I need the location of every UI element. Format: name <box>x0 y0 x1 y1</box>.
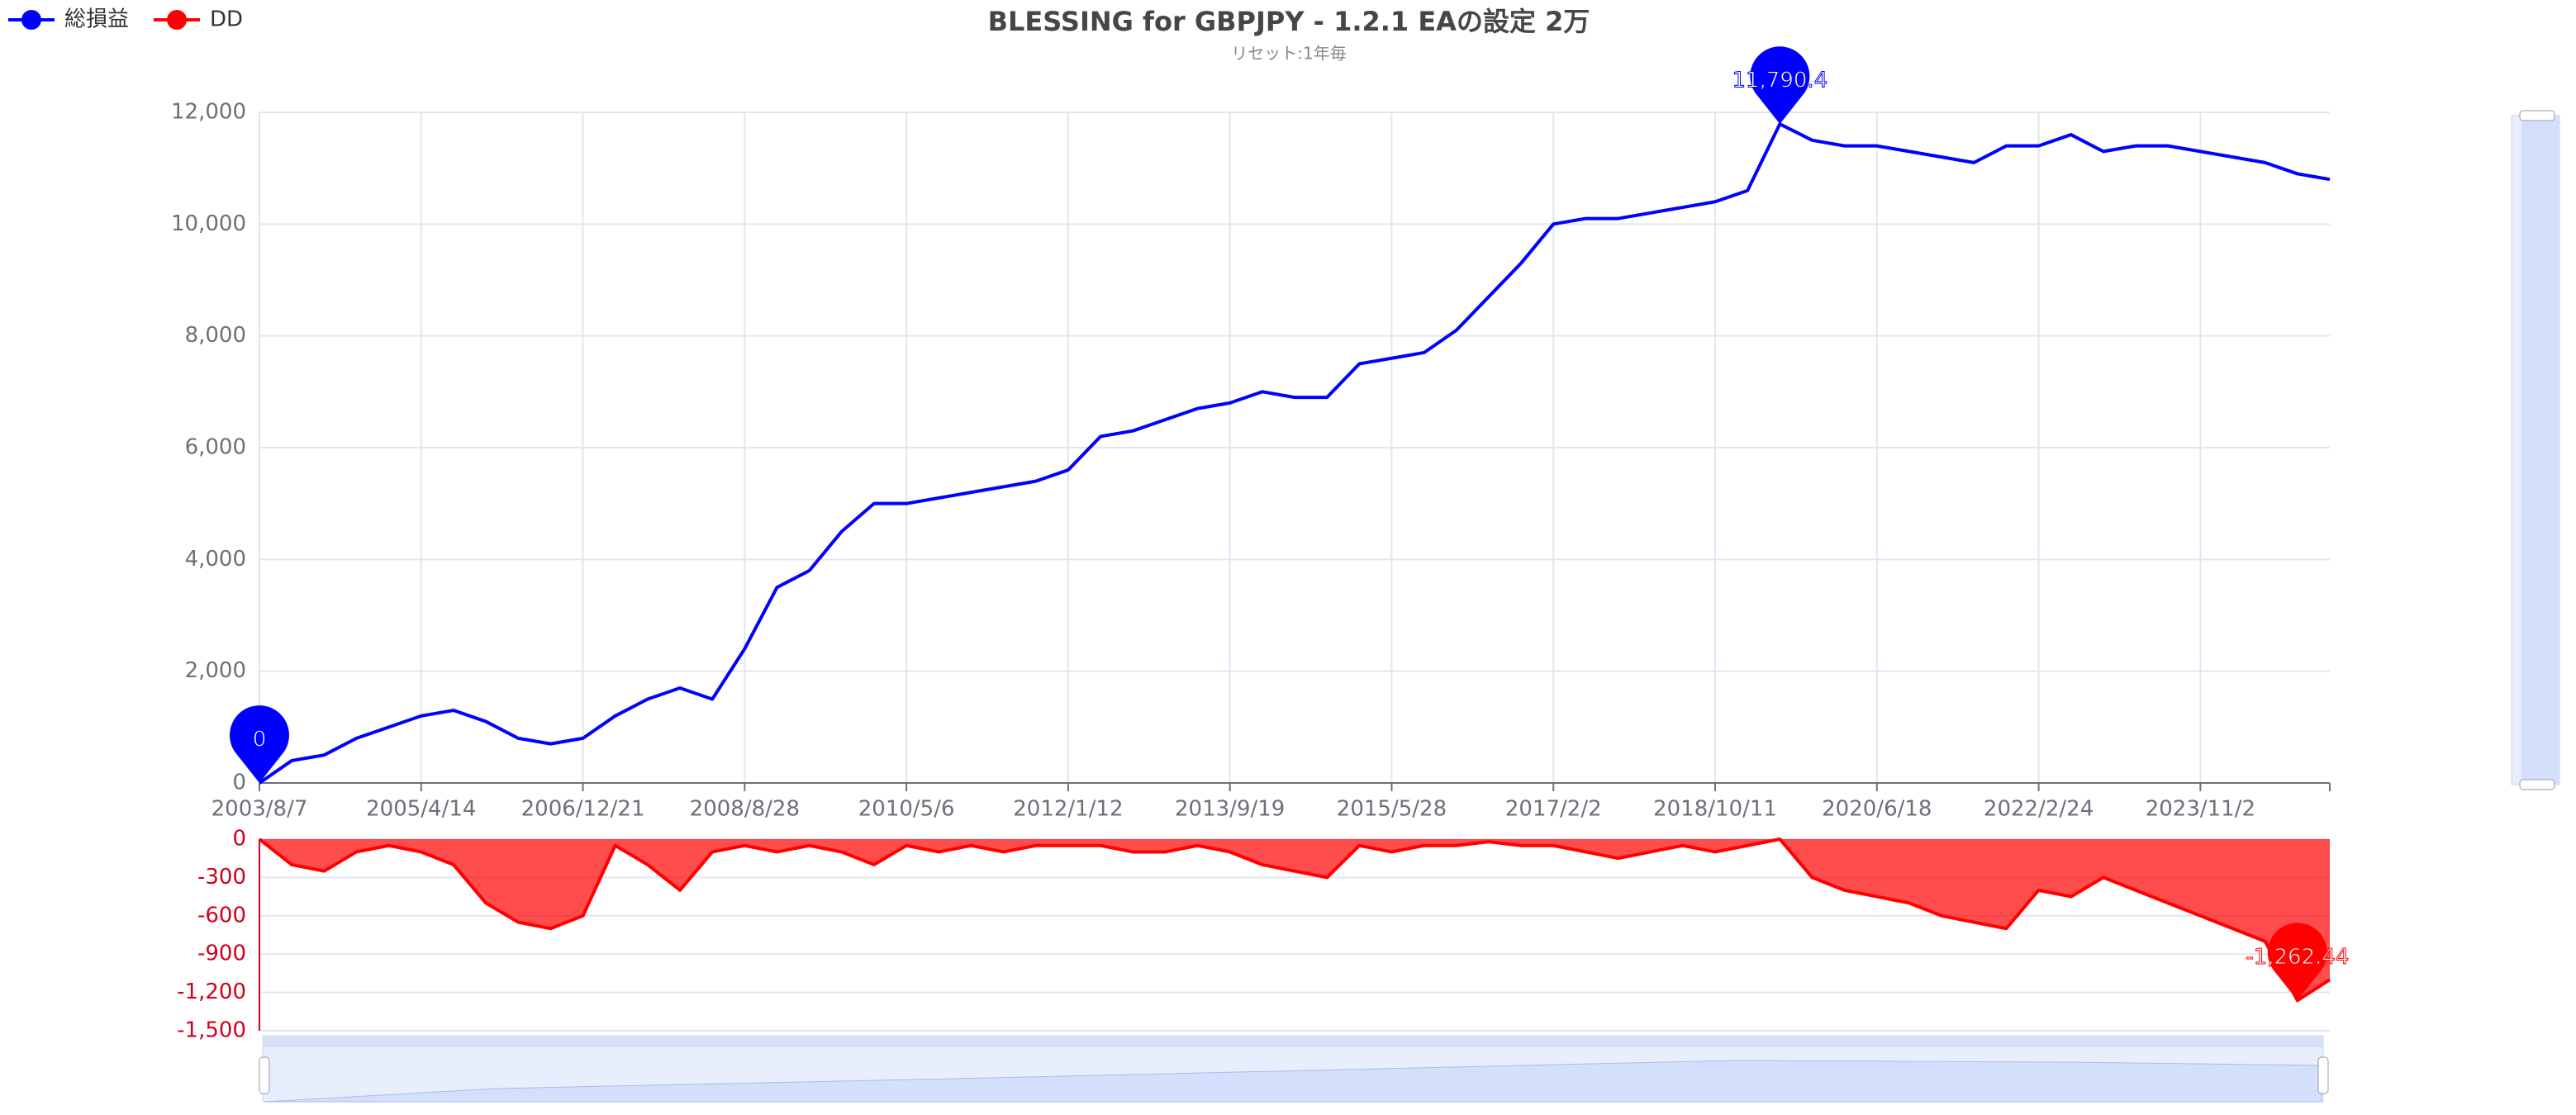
series-line <box>258 837 2331 1003</box>
x-tick-label: 2022/2/24 <box>1984 797 2094 822</box>
y-tick-label: 8,000 <box>185 323 246 348</box>
dd-area <box>259 839 2330 1001</box>
x-tick-label: 2006/12/21 <box>521 797 645 822</box>
zoom-handle[interactable] <box>2519 779 2555 790</box>
legend-marker <box>21 10 41 30</box>
y-tick-label: 4,000 <box>185 547 246 572</box>
x-tick-label: 2018/10/11 <box>1653 797 1777 822</box>
x-tick-label: 2017/2/2 <box>1505 797 1602 822</box>
marker-pin <box>230 705 290 783</box>
series-line <box>258 122 2331 785</box>
y2-tick-label: -900 <box>197 942 246 966</box>
x-tick-label: 2013/9/19 <box>1175 797 1285 822</box>
y2-tick-label: -1,500 <box>177 1018 246 1043</box>
zoom-slider-bar <box>263 1036 2323 1047</box>
y2-tick-label: -1,200 <box>177 980 246 1004</box>
x-tick-label: 2010/5/6 <box>858 797 955 822</box>
y-tick-label: 2,000 <box>185 658 246 683</box>
zoom-handle[interactable] <box>259 1056 270 1094</box>
x-tick-label: 2005/4/14 <box>366 797 476 822</box>
x-tick-label: 2003/8/7 <box>211 797 308 822</box>
y-tick-label: 10,000 <box>171 211 246 236</box>
y-tick-label: 12,000 <box>171 100 246 125</box>
zoom-handle[interactable] <box>2317 1056 2329 1094</box>
x-tick-label: 2008/8/28 <box>690 797 800 822</box>
y2-tick-label: 0 <box>232 827 246 852</box>
x-tick-label: 2020/6/18 <box>1822 797 1932 822</box>
y2-tick-label: -600 <box>197 903 246 928</box>
chart-subtitle: リセット:1年毎 <box>1231 44 1346 64</box>
marker-label: 11,790.4 <box>1732 69 1827 93</box>
y2-tick-label: -300 <box>197 865 246 890</box>
zoom-slider-fill <box>2521 116 2559 785</box>
zoom-preview <box>264 1060 2322 1103</box>
y-tick-label: 0 <box>232 771 246 795</box>
legend-label[interactable]: DD <box>210 7 243 32</box>
legend-marker <box>167 10 188 30</box>
x-tick-label: 2023/11/2 <box>2146 797 2255 822</box>
marker-pin <box>1750 46 1810 125</box>
marker-pin <box>2267 923 2327 1001</box>
zoom-handle[interactable] <box>2519 110 2555 121</box>
marker-label: -1,262.44 <box>2246 945 2349 970</box>
y-tick-label: 6,000 <box>185 435 246 460</box>
x-tick-label: 2015/5/28 <box>1337 797 1447 822</box>
marker-label: 0 <box>253 728 267 752</box>
chart-title: BLESSING for GBPJPY - 1.2.1 EAの設定 2万 <box>988 6 1590 37</box>
legend-label[interactable]: 総損益 <box>64 7 129 32</box>
x-tick-label: 2012/1/12 <box>1013 797 1123 822</box>
